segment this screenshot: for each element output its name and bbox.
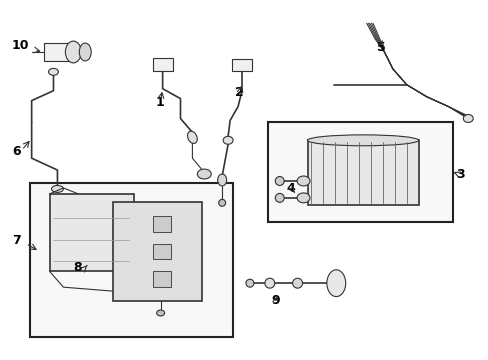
Bar (49, 194, 134, 271)
Bar (43, 43, 69, 61)
Bar (152, 243, 170, 260)
Ellipse shape (245, 279, 253, 287)
Ellipse shape (217, 174, 226, 186)
Text: 7: 7 (12, 234, 20, 247)
Ellipse shape (297, 176, 309, 186)
Bar (30, 183, 233, 337)
Ellipse shape (197, 169, 211, 179)
Ellipse shape (65, 41, 81, 63)
Ellipse shape (297, 193, 309, 203)
Ellipse shape (292, 278, 302, 288)
Ellipse shape (264, 278, 274, 288)
Bar (152, 58, 172, 71)
Text: 10: 10 (12, 39, 29, 52)
Bar (113, 202, 202, 301)
Text: 9: 9 (271, 294, 280, 307)
Text: 4: 4 (286, 182, 295, 195)
Ellipse shape (187, 131, 197, 144)
Text: 1: 1 (155, 95, 164, 109)
Bar (152, 271, 170, 287)
Bar (232, 59, 251, 71)
Ellipse shape (48, 68, 59, 75)
Text: 6: 6 (12, 145, 20, 158)
Text: 2: 2 (235, 86, 244, 99)
Bar (267, 122, 452, 222)
Ellipse shape (307, 135, 418, 146)
Text: 8: 8 (73, 261, 82, 274)
Ellipse shape (275, 193, 284, 202)
Bar (152, 216, 170, 231)
Ellipse shape (51, 185, 63, 192)
Ellipse shape (326, 270, 345, 297)
Text: 3: 3 (455, 168, 464, 181)
Ellipse shape (462, 114, 472, 122)
Ellipse shape (218, 199, 225, 206)
Ellipse shape (223, 136, 233, 144)
Ellipse shape (79, 43, 91, 61)
Text: 5: 5 (376, 41, 385, 54)
Ellipse shape (275, 176, 284, 185)
Ellipse shape (156, 310, 164, 316)
Bar (307, 140, 418, 205)
